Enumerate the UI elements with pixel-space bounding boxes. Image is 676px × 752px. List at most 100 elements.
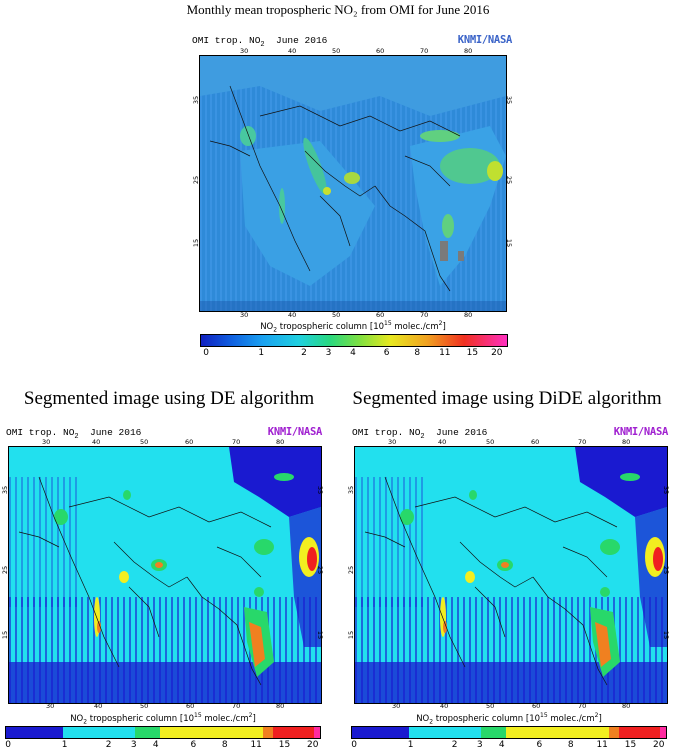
colorbar-tick: 4: [152, 740, 159, 750]
colorbar-label: NO2 tropospheric column [1015 molec./cm2…: [416, 712, 602, 726]
lon-tick-bottom: 60: [376, 311, 385, 319]
colorbar-label: NO2 tropospheric column [1015 molec./cm2…: [260, 320, 446, 334]
lat-tick-right: 15: [662, 630, 671, 640]
map-header: OMI trop. NO2 June 2016 KNMI/NASA: [0, 426, 326, 441]
lat-tick-right: 25: [662, 565, 671, 575]
lon-tick-top: 60: [376, 47, 385, 55]
lon-tick-top: 40: [438, 438, 447, 446]
colorbar-label: NO2 tropospheric column [1015 molec./cm2…: [70, 712, 256, 726]
map-header-title: OMI trop. NO2 June 2016: [352, 427, 488, 441]
lon-tick-top: 80: [276, 438, 285, 446]
lon-tick-bottom: 30: [240, 311, 249, 319]
lon-tick-bottom: 30: [46, 702, 55, 710]
lat-tick: 35: [1, 485, 10, 495]
colorbar-tick: 3: [130, 740, 137, 750]
lon-tick-top: 60: [531, 438, 540, 446]
de-segmented-panel: OMI trop. NO2 June 2016 KNMI/NASA 30 40 …: [0, 426, 326, 752]
no2-map-dide-segmented: [354, 446, 668, 704]
colorbar-tick: 6: [536, 740, 543, 750]
lon-tick-bottom: 40: [94, 702, 103, 710]
lon-tick-bottom: 80: [464, 311, 473, 319]
colorbar-tick: 8: [414, 348, 421, 358]
lat-tick-right: 35: [505, 95, 514, 105]
lon-tick-bottom: 70: [420, 311, 429, 319]
colorbar-ticks: 0 1 2 3 4 6 8 11 15 20: [200, 348, 506, 360]
knmi-nasa-logo: KNMI/NASA: [457, 34, 513, 46]
map-header-title: OMI trop. NO2 June 2016: [6, 427, 142, 441]
colorbar-tick: 1: [407, 740, 414, 750]
colorbar-tick: 0: [5, 740, 11, 750]
colorbar-tick: 15: [624, 740, 637, 750]
colorbar-tick: 2: [451, 740, 458, 750]
lon-tick-bottom: 50: [486, 702, 495, 710]
colorbar-tick: 11: [250, 740, 262, 750]
lat-tick: 25: [347, 565, 356, 575]
colorbar-tick: 15: [466, 348, 479, 358]
lon-tick-bottom: 70: [578, 702, 587, 710]
colorbar-tick: 20: [306, 740, 319, 750]
lon-tick-top: 40: [92, 438, 101, 446]
lon-tick-top: 80: [622, 438, 631, 446]
lat-tick-right: 25: [505, 175, 514, 185]
lon-tick-top: 70: [232, 438, 241, 446]
lat-tick-right: 35: [316, 485, 325, 495]
lon-tick-bottom: 50: [140, 702, 149, 710]
lon-tick-bottom: 40: [288, 311, 297, 319]
lon-tick-bottom: 60: [532, 702, 541, 710]
lon-tick-top: 30: [388, 438, 397, 446]
lon-tick-bottom: 50: [332, 311, 341, 319]
colorbar-tick: 6: [190, 740, 197, 750]
lon-tick-bottom: 30: [392, 702, 401, 710]
colorbar-tick: 6: [383, 348, 390, 358]
colorbar-tick: 20: [652, 740, 665, 750]
colorbar-tick: 11: [596, 740, 608, 750]
lat-tick: 25: [1, 565, 10, 575]
lat-tick-right: 35: [662, 485, 671, 495]
lon-tick-top: 30: [42, 438, 51, 446]
lat-tick: 25: [192, 175, 201, 185]
lat-tick-right: 25: [316, 565, 325, 575]
colorbar-tick: 0: [203, 348, 209, 358]
colorbar-tick: 2: [105, 740, 112, 750]
no2-map-de-segmented: [8, 446, 322, 704]
lon-tick-bottom: 40: [440, 702, 449, 710]
lon-tick-bottom: 80: [276, 702, 285, 710]
segmented-de-title: Segmented image using DE algorithm: [23, 388, 315, 409]
map-header: OMI trop. NO2 June 2016 KNMI/NASA: [346, 426, 672, 441]
lon-tick-top: 50: [332, 47, 341, 55]
map-header-title: OMI trop. NO2 June 2016: [192, 35, 328, 49]
colorbar-segmented: [351, 726, 667, 739]
colorbar-tick: 8: [567, 740, 574, 750]
colorbar-tick: 3: [476, 740, 483, 750]
segmented-dide-title: Segmented image using DiDE algorithm: [352, 388, 662, 409]
lon-tick-top: 70: [420, 47, 429, 55]
lat-tick-right: 15: [505, 238, 514, 248]
lat-tick: 15: [192, 238, 201, 248]
lat-tick: 35: [347, 485, 356, 495]
lon-tick-top: 40: [288, 47, 297, 55]
knmi-nasa-logo: KNMI/NASA: [267, 426, 323, 438]
colorbar-segmented: [5, 726, 321, 739]
colorbar-continuous: [200, 334, 508, 347]
lon-tick-top: 30: [240, 47, 249, 55]
colorbar-tick: 3: [325, 348, 332, 358]
colorbar-tick: 11: [439, 348, 451, 358]
lon-tick-bottom: 70: [232, 702, 241, 710]
colorbar-tick: 8: [221, 740, 228, 750]
colorbar-tick: 15: [278, 740, 291, 750]
lat-tick-right: 15: [316, 630, 325, 640]
colorbar-tick: 2: [301, 348, 307, 358]
lon-tick-top: 50: [486, 438, 495, 446]
lon-tick-top: 70: [578, 438, 587, 446]
lon-tick-bottom: 80: [622, 702, 631, 710]
colorbar-tick: 0: [351, 740, 357, 750]
colorbar-tick: 1: [61, 740, 68, 750]
colorbar-tick: 4: [350, 348, 356, 358]
lon-tick-top: 60: [185, 438, 194, 446]
colorbar-tick: 20: [491, 348, 503, 358]
map-header: OMI trop. NO2 June 2016 KNMI/NASA: [192, 34, 514, 49]
lat-tick: 15: [1, 630, 10, 640]
knmi-nasa-logo: KNMI/NASA: [613, 426, 669, 438]
no2-map-original: [199, 55, 507, 312]
lon-tick-top: 50: [140, 438, 149, 446]
